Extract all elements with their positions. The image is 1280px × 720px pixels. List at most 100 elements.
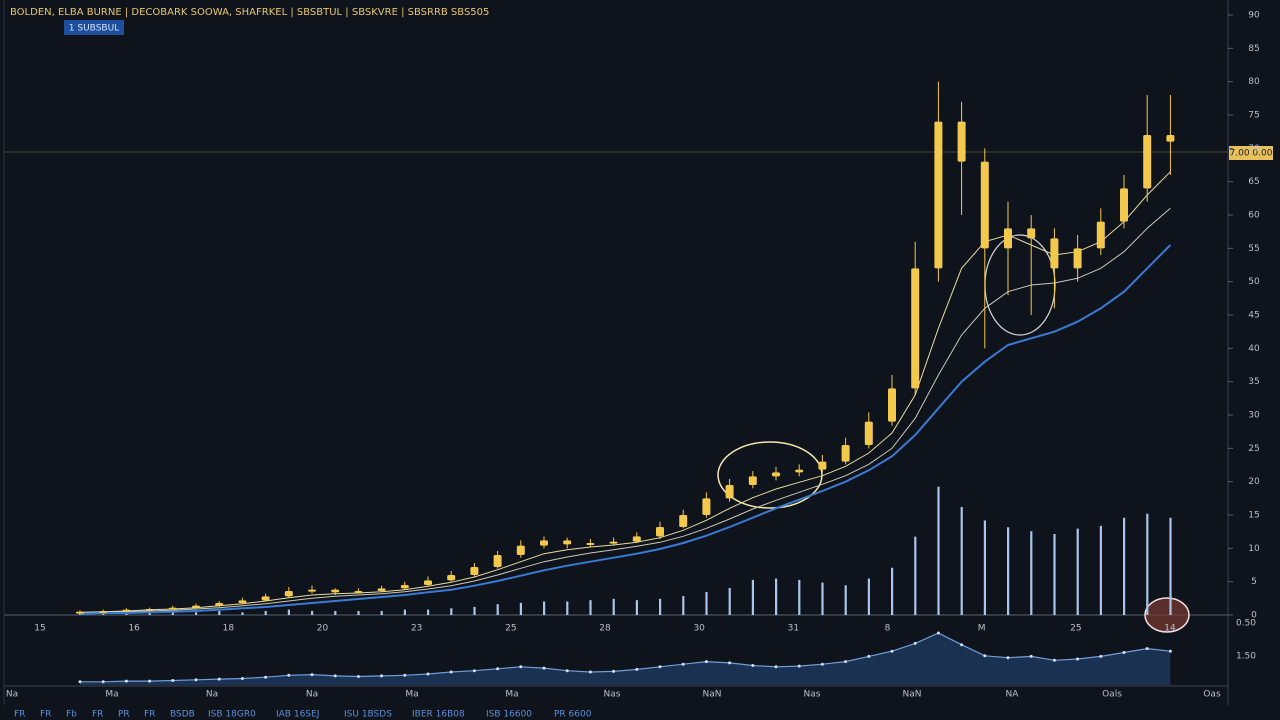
footer-item[interactable]: FR: [40, 710, 51, 720]
indicator-dot: [751, 664, 755, 667]
volume-bar: [566, 601, 569, 615]
volume-bar: [264, 610, 267, 615]
footer-item[interactable]: FR: [14, 710, 25, 720]
annotation-circle: [1144, 597, 1190, 633]
y-tick-label: 85: [1248, 44, 1259, 54]
volume-bar: [287, 609, 290, 615]
candle-body: [331, 589, 340, 593]
y-tick-label: 10: [1248, 544, 1260, 554]
volume-bar: [798, 579, 801, 615]
volume-bar: [519, 602, 522, 615]
indicator-dot: [1006, 656, 1010, 660]
candle-body: [215, 603, 224, 606]
volume-bar: [450, 608, 453, 615]
x-tick-label: Ma: [105, 690, 118, 700]
indicator-dot: [217, 677, 221, 681]
candle-body: [516, 545, 525, 555]
candle-body: [470, 567, 479, 575]
y-tick-label: 65: [1248, 177, 1259, 187]
candle-body: [99, 611, 108, 613]
footer-item[interactable]: IBER 16B08: [412, 710, 465, 720]
indicator-dot: [496, 667, 500, 671]
volume-bar: [1030, 531, 1033, 615]
candle-body: [888, 388, 896, 422]
footer-item[interactable]: PR 6600: [554, 710, 592, 720]
candle-body: [772, 472, 780, 477]
badge-bg[interactable]: [64, 20, 124, 35]
candle-body: [864, 421, 873, 445]
indicator-area: [80, 633, 1171, 685]
indicator-dot: [936, 631, 940, 635]
footer-item[interactable]: BSDB: [170, 710, 195, 720]
volume-bar: [125, 613, 128, 615]
x-tick-label: 25: [505, 624, 516, 634]
candle-body: [818, 461, 827, 470]
candle-body: [540, 540, 548, 546]
volume-bar: [844, 585, 847, 615]
candle-body: [1027, 228, 1036, 239]
candle-body: [168, 607, 177, 610]
indicator-dot: [449, 670, 453, 674]
indicator-dot: [635, 667, 639, 671]
indicator-dot: [78, 680, 82, 684]
indicator-dot: [1145, 647, 1149, 651]
x-tick-label: 28: [599, 624, 611, 634]
x-tick-label: Ma: [505, 690, 518, 700]
footer-item[interactable]: FR: [92, 710, 103, 720]
footer-item[interactable]: ISU 1BSDS: [344, 710, 392, 720]
indicator-dot: [287, 673, 291, 677]
y-tick-label: 15: [1248, 511, 1259, 521]
volume-bar: [148, 612, 151, 615]
y-tick-label: 40: [1248, 344, 1260, 354]
footer-item[interactable]: IAB 16SEJ: [276, 710, 319, 720]
candle-body: [656, 527, 664, 537]
volume-bar: [357, 610, 360, 615]
volume-bar: [195, 612, 198, 615]
volume-bar: [334, 610, 337, 615]
volume-bar: [102, 613, 105, 615]
x-tick-label: 18: [223, 624, 235, 634]
footer-item[interactable]: Fb: [66, 710, 77, 720]
candle-body: [679, 515, 688, 527]
footer-item[interactable]: FR: [144, 710, 155, 720]
indicator-dot: [797, 664, 801, 668]
candle-body: [1004, 228, 1012, 249]
indicator-line: [80, 632, 1171, 683]
volume-bar: [427, 609, 430, 615]
volume-bar: [473, 606, 476, 615]
x-tick-label: NaN: [903, 690, 922, 700]
candle-body: [632, 536, 641, 542]
header-title: BOLDEN, ELBA BURNE | DECOBARK SOOWA, SHA…: [10, 7, 489, 18]
x-tick-label: 14: [1164, 624, 1176, 634]
footer-item[interactable]: ISB 16600: [486, 710, 532, 720]
candle-body: [308, 589, 316, 592]
y-tick-label: 20: [1248, 477, 1260, 487]
volume-bar: [960, 507, 963, 615]
y-tick-label: 70: [1248, 144, 1260, 154]
volume-bar: [682, 596, 685, 615]
volume-bar: [1099, 525, 1102, 615]
footer-item[interactable]: ISB 18GR0: [208, 710, 256, 720]
volume-bar: [775, 578, 778, 615]
candle-body: [1143, 135, 1152, 189]
x-tick-label: 15: [34, 624, 45, 634]
candle-body: [957, 121, 966, 162]
volume-bar: [728, 588, 731, 615]
candle-body: [424, 580, 432, 585]
volume-bar: [891, 567, 894, 615]
indicator-tick-label: 1.50: [1236, 652, 1256, 662]
x-tick-label: Oals: [1102, 690, 1122, 700]
indicator-dot: [820, 662, 824, 666]
badge[interactable]: 1 SUBSBUL: [69, 24, 119, 34]
y-tick-label: 80: [1248, 77, 1260, 87]
indicator-dot: [148, 679, 152, 683]
indicator-dot: [264, 675, 268, 679]
y-tick-label: 0: [1251, 611, 1257, 621]
candle-body: [261, 596, 270, 601]
footer-item[interactable]: PR: [118, 710, 130, 720]
x-tick-label: Na: [206, 690, 218, 700]
indicator-dot: [983, 654, 987, 658]
x-tick-label: Nas: [804, 690, 821, 700]
x-tick-label: NA: [1006, 690, 1020, 700]
